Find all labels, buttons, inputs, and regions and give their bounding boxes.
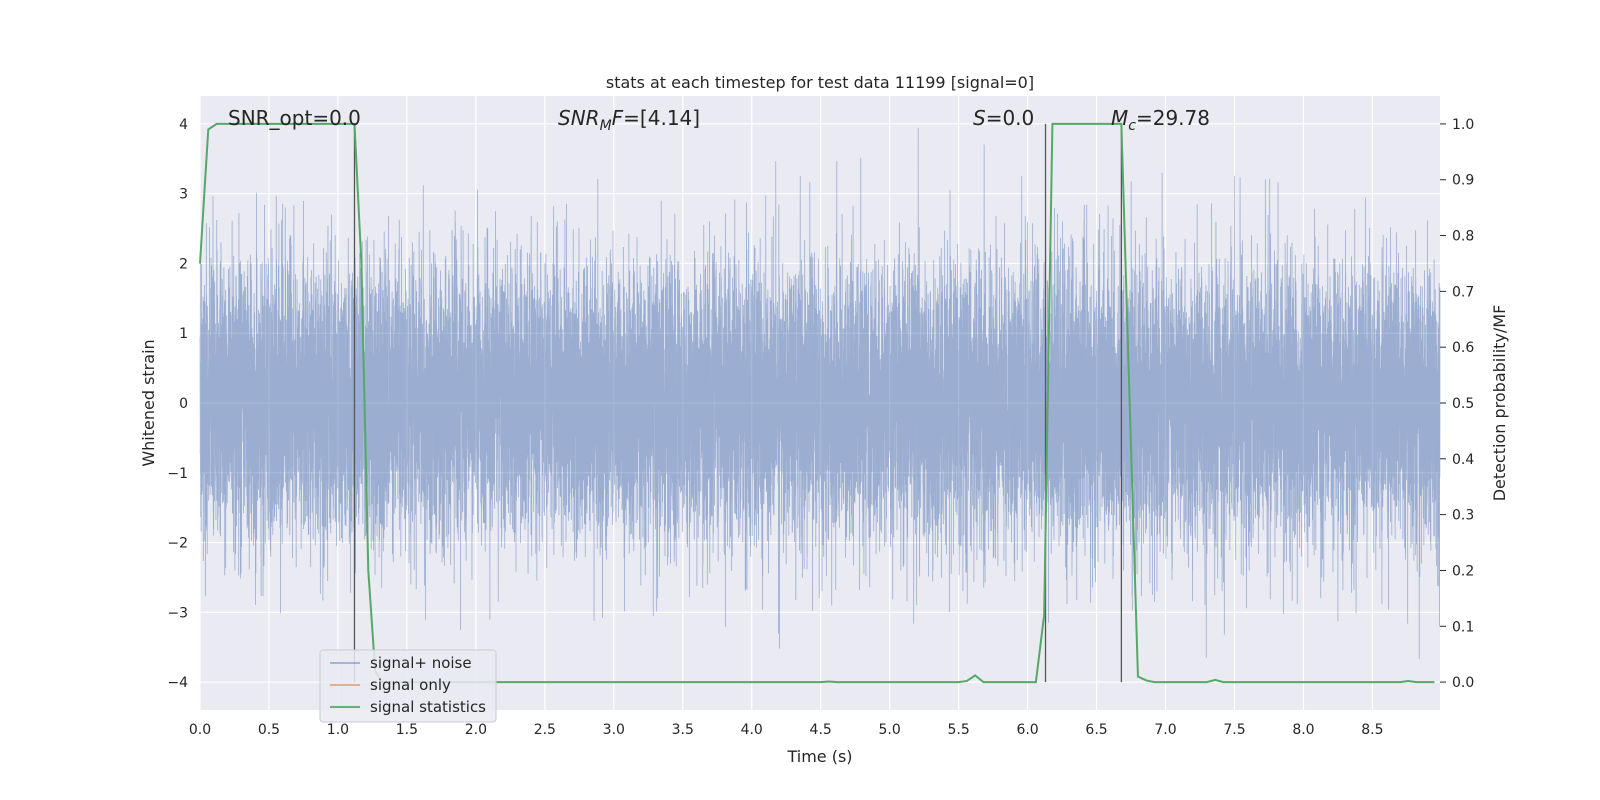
annotation-snr-mf-symbol: SNR [558,106,600,130]
x-tick-label: 4.5 [810,722,832,738]
signal-statistics-line [199,122,1435,684]
y2-axis-label: Detection probability/MF [1490,305,1509,502]
legend-box [319,649,497,723]
annotation-snr-mf-tail: F [612,106,624,130]
series-signal-statistics [199,122,1435,684]
x-axis-ticks: 0.0 0.5 1.0 1.5 2.0 2.5 3.0 3.5 4.0 4.5 5.0 5.5 6.0 6… [189,722,1384,738]
signal-noise-line [199,127,1441,660]
x-tick-label: 5.5 [947,722,969,738]
annotation-snr-opt: SNR_opt=0.0 [228,106,361,130]
annotation-mc-symbol: M [1111,106,1128,130]
x-axis-label: Time (s) [786,747,852,766]
annotation-snr-mf: SNRMF=[4.14] [558,106,700,134]
y2-tick-label: 0.9 [1452,173,1474,189]
x-tick-label: 1.5 [396,722,418,738]
annotation-s: S=0.0 [973,106,1034,130]
series-signal-noise [199,127,1441,660]
x-tick-label: 6.5 [1085,722,1107,738]
annotation-mc-value: =29.78 [1136,106,1210,130]
y-tick-label: 3 [179,187,188,203]
y2-tick-label: 0.1 [1452,619,1474,635]
y2-axis-ticks: 1.0 0.9 0.8 0.7 0.6 0.5 0.4 0.3 0.2 0.1 0.0 [1440,117,1474,691]
y-tick-label: 2 [179,256,188,272]
x-tick-label: 8.0 [1292,722,1314,738]
y-tick-label: −1 [167,466,188,482]
y-tick-label: −3 [167,605,188,621]
annotation-s-symbol: S [973,106,986,130]
x-tick-label: 7.0 [1154,722,1176,738]
x-tick-label: 1.0 [327,722,349,738]
x-tick-label: 2.0 [465,722,487,738]
y2-tick-label: 0.3 [1452,508,1474,524]
y-tick-label: −4 [167,675,188,691]
y2-tick-label: 1.0 [1452,117,1474,133]
x-tick-label: 0.0 [189,722,211,738]
y-axis-ticks: 4 3 2 1 0 −1 −2 −3 −4 [167,117,188,691]
legend: signal+ noise signal only signal statist… [319,649,497,723]
y-tick-label: 1 [179,326,188,342]
y2-tick-label: 0.6 [1452,340,1474,356]
y-tick-label: −2 [167,536,188,552]
x-tick-label: 2.5 [534,722,556,738]
x-tick-label: 3.5 [672,722,694,738]
annotation-mc-sub: c [1128,118,1136,134]
annotation-snr-mf-sub: M [600,118,612,134]
x-tick-label: 4.0 [741,722,763,738]
y2-tick-label: 0.5 [1452,396,1474,412]
x-tick-label: 0.5 [258,722,280,738]
y-axis-label: Whitened strain [139,339,158,466]
y2-tick-label: 0.4 [1452,452,1474,468]
annotation-s-value: =0.0 [986,106,1035,130]
chart-title: stats at each timestep for test data 111… [606,73,1034,92]
y-tick-label: 4 [179,117,188,133]
annotations: SNR_opt=0.0 SNRMF=[4.14] S=0.0 Mc=29.78 [228,106,1210,134]
annotation-mc: Mc=29.78 [1111,106,1210,134]
y2-tick-label: 0.0 [1452,675,1474,691]
legend-label-signal-statistics: signal statistics [370,698,486,716]
legend-label-signal-noise: signal+ noise [370,654,472,672]
y-tick-label: 0 [179,396,188,412]
y2-tick-label: 0.8 [1452,229,1474,245]
y2-tick-label: 0.2 [1452,563,1474,579]
x-tick-label: 8.5 [1361,722,1383,738]
x-tick-label: 3.0 [603,722,625,738]
y2-tick-label: 0.7 [1452,284,1474,300]
x-tick-label: 5.0 [879,722,901,738]
x-tick-label: 6.0 [1016,722,1038,738]
legend-label-signal-only: signal only [370,676,451,694]
annotation-snr-mf-value: =[4.14] [623,106,700,130]
x-tick-label: 7.5 [1223,722,1245,738]
